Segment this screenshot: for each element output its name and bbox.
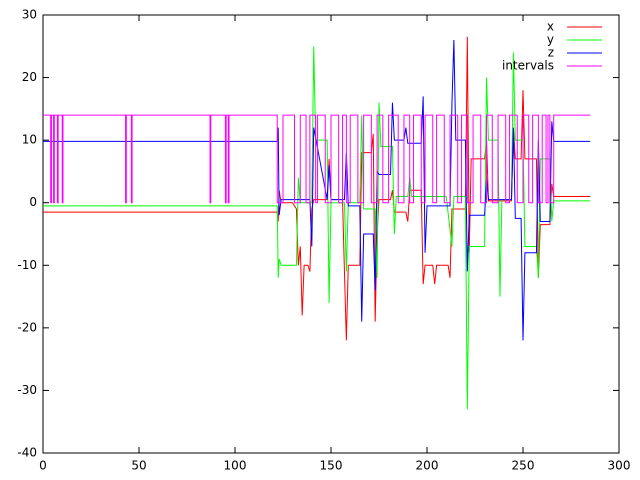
series-line [43,40,591,341]
x-tick-label: 0 [39,459,47,473]
y-tick-label: -20 [17,320,37,334]
y-tick-label: 10 [22,133,37,147]
y-tick-label: -10 [17,258,37,272]
legend-label: intervals [502,59,554,73]
series-line [43,46,591,410]
y-tick-label: 20 [22,70,37,84]
legend-label: y [547,33,554,47]
legend-label: x [547,20,554,34]
y-tick-label: -40 [17,446,37,460]
y-tick-label: 30 [22,8,37,22]
plot-border [42,14,620,454]
y-tick-label: -30 [17,383,37,397]
legend-label: z [548,46,554,60]
y-tick-label: 0 [29,195,37,209]
x-tick-label: 100 [224,459,247,473]
x-tick-label: 300 [608,459,631,473]
x-tick-label: 50 [131,459,146,473]
x-tick-label: 150 [320,459,343,473]
x-tick-label: 200 [416,459,439,473]
x-tick-label: 250 [512,459,535,473]
series-line [43,114,591,204]
